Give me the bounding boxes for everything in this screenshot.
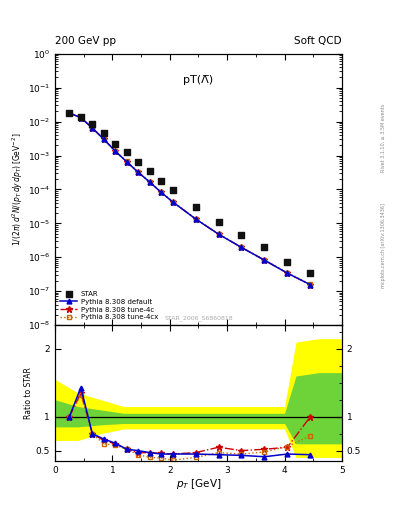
Y-axis label: Ratio to STAR: Ratio to STAR (24, 367, 33, 419)
STAR (112, 140, 118, 148)
STAR (124, 148, 130, 156)
Pythia 8.308 tune-4cx (308, 281, 313, 287)
X-axis label: $p_T$ [GeV]: $p_T$ [GeV] (176, 477, 221, 492)
Pythia 8.308 default (113, 148, 118, 154)
STAR (169, 186, 176, 194)
Pythia 8.308 tune-4cx (193, 216, 198, 222)
Pythia 8.308 tune-4cx (125, 158, 129, 164)
Text: Soft QCD: Soft QCD (294, 36, 342, 46)
Pythia 8.308 tune-4cx (67, 110, 72, 116)
Line: Pythia 8.308 tune-4cx: Pythia 8.308 tune-4cx (67, 111, 313, 287)
Pythia 8.308 tune-4c (67, 110, 72, 116)
STAR (158, 177, 164, 185)
Pythia 8.308 tune-4cx (113, 147, 118, 154)
STAR (193, 203, 199, 211)
Pythia 8.308 tune-4cx (216, 231, 221, 237)
Pythia 8.308 tune-4c (262, 257, 267, 263)
STAR (135, 158, 141, 166)
Pythia 8.308 default (193, 216, 198, 222)
Pythia 8.308 tune-4c (101, 136, 106, 142)
Line: Pythia 8.308 default: Pythia 8.308 default (67, 111, 313, 287)
Line: Pythia 8.308 tune-4c: Pythia 8.308 tune-4c (66, 110, 314, 288)
Pythia 8.308 tune-4c (239, 244, 244, 250)
STAR (78, 113, 84, 121)
Pythia 8.308 tune-4c (285, 270, 290, 276)
Pythia 8.308 default (308, 282, 313, 288)
Pythia 8.308 tune-4c (170, 199, 175, 205)
Pythia 8.308 tune-4c (216, 231, 221, 237)
Pythia 8.308 default (216, 231, 221, 237)
STAR (215, 218, 222, 226)
Pythia 8.308 default (90, 125, 95, 131)
Pythia 8.308 default (285, 270, 290, 276)
Pythia 8.308 default (67, 110, 72, 116)
Pythia 8.308 tune-4cx (101, 136, 106, 142)
Pythia 8.308 tune-4c (147, 179, 152, 185)
Pythia 8.308 tune-4cx (90, 124, 95, 131)
Pythia 8.308 tune-4cx (147, 179, 152, 185)
STAR (89, 120, 95, 128)
Pythia 8.308 tune-4c (159, 189, 163, 196)
Pythia 8.308 default (79, 115, 83, 121)
Pythia 8.308 default (262, 257, 267, 263)
STAR (307, 269, 314, 277)
Pythia 8.308 tune-4cx (79, 115, 83, 121)
Pythia 8.308 tune-4c (193, 216, 198, 222)
Pythia 8.308 tune-4cx (285, 270, 290, 276)
STAR (147, 167, 153, 175)
Pythia 8.308 tune-4cx (262, 257, 267, 263)
Pythia 8.308 default (159, 189, 163, 196)
Pythia 8.308 default (170, 199, 175, 205)
STAR (101, 129, 107, 137)
Pythia 8.308 default (101, 136, 106, 142)
STAR (66, 109, 73, 117)
Pythia 8.308 tune-4cx (170, 199, 175, 205)
Pythia 8.308 tune-4c (308, 282, 313, 288)
Text: 200 GeV pp: 200 GeV pp (55, 36, 116, 46)
Pythia 8.308 tune-4cx (159, 189, 163, 195)
STAR (284, 258, 290, 266)
Pythia 8.308 default (136, 169, 141, 176)
Text: mcplots.cern.ch [arXiv:1306.3436]: mcplots.cern.ch [arXiv:1306.3436] (381, 203, 386, 288)
Pythia 8.308 default (239, 244, 244, 250)
Text: STAR_2006_S6860818: STAR_2006_S6860818 (164, 315, 233, 321)
STAR (239, 231, 245, 239)
Pythia 8.308 tune-4c (136, 169, 141, 176)
Y-axis label: $1/(2\pi)\,d^2N/(p_T\,dy\,dp_T)\,[\mathrm{GeV}^{-2}]$: $1/(2\pi)\,d^2N/(p_T\,dy\,dp_T)\,[\mathr… (11, 133, 25, 246)
Text: pT(Λ̅): pT(Λ̅) (184, 75, 213, 86)
STAR (261, 243, 268, 251)
Pythia 8.308 tune-4c (125, 159, 129, 165)
Pythia 8.308 tune-4c (113, 148, 118, 154)
Pythia 8.308 default (125, 159, 129, 165)
Pythia 8.308 tune-4c (79, 115, 83, 121)
Pythia 8.308 tune-4cx (239, 244, 244, 250)
Legend: STAR, Pythia 8.308 default, Pythia 8.308 tune-4c, Pythia 8.308 tune-4cx: STAR, Pythia 8.308 default, Pythia 8.308… (59, 290, 160, 322)
Pythia 8.308 tune-4cx (136, 169, 141, 175)
Pythia 8.308 tune-4c (90, 125, 95, 131)
Pythia 8.308 default (147, 179, 152, 185)
Text: Rivet 3.1.10, ≥ 3.5M events: Rivet 3.1.10, ≥ 3.5M events (381, 104, 386, 173)
